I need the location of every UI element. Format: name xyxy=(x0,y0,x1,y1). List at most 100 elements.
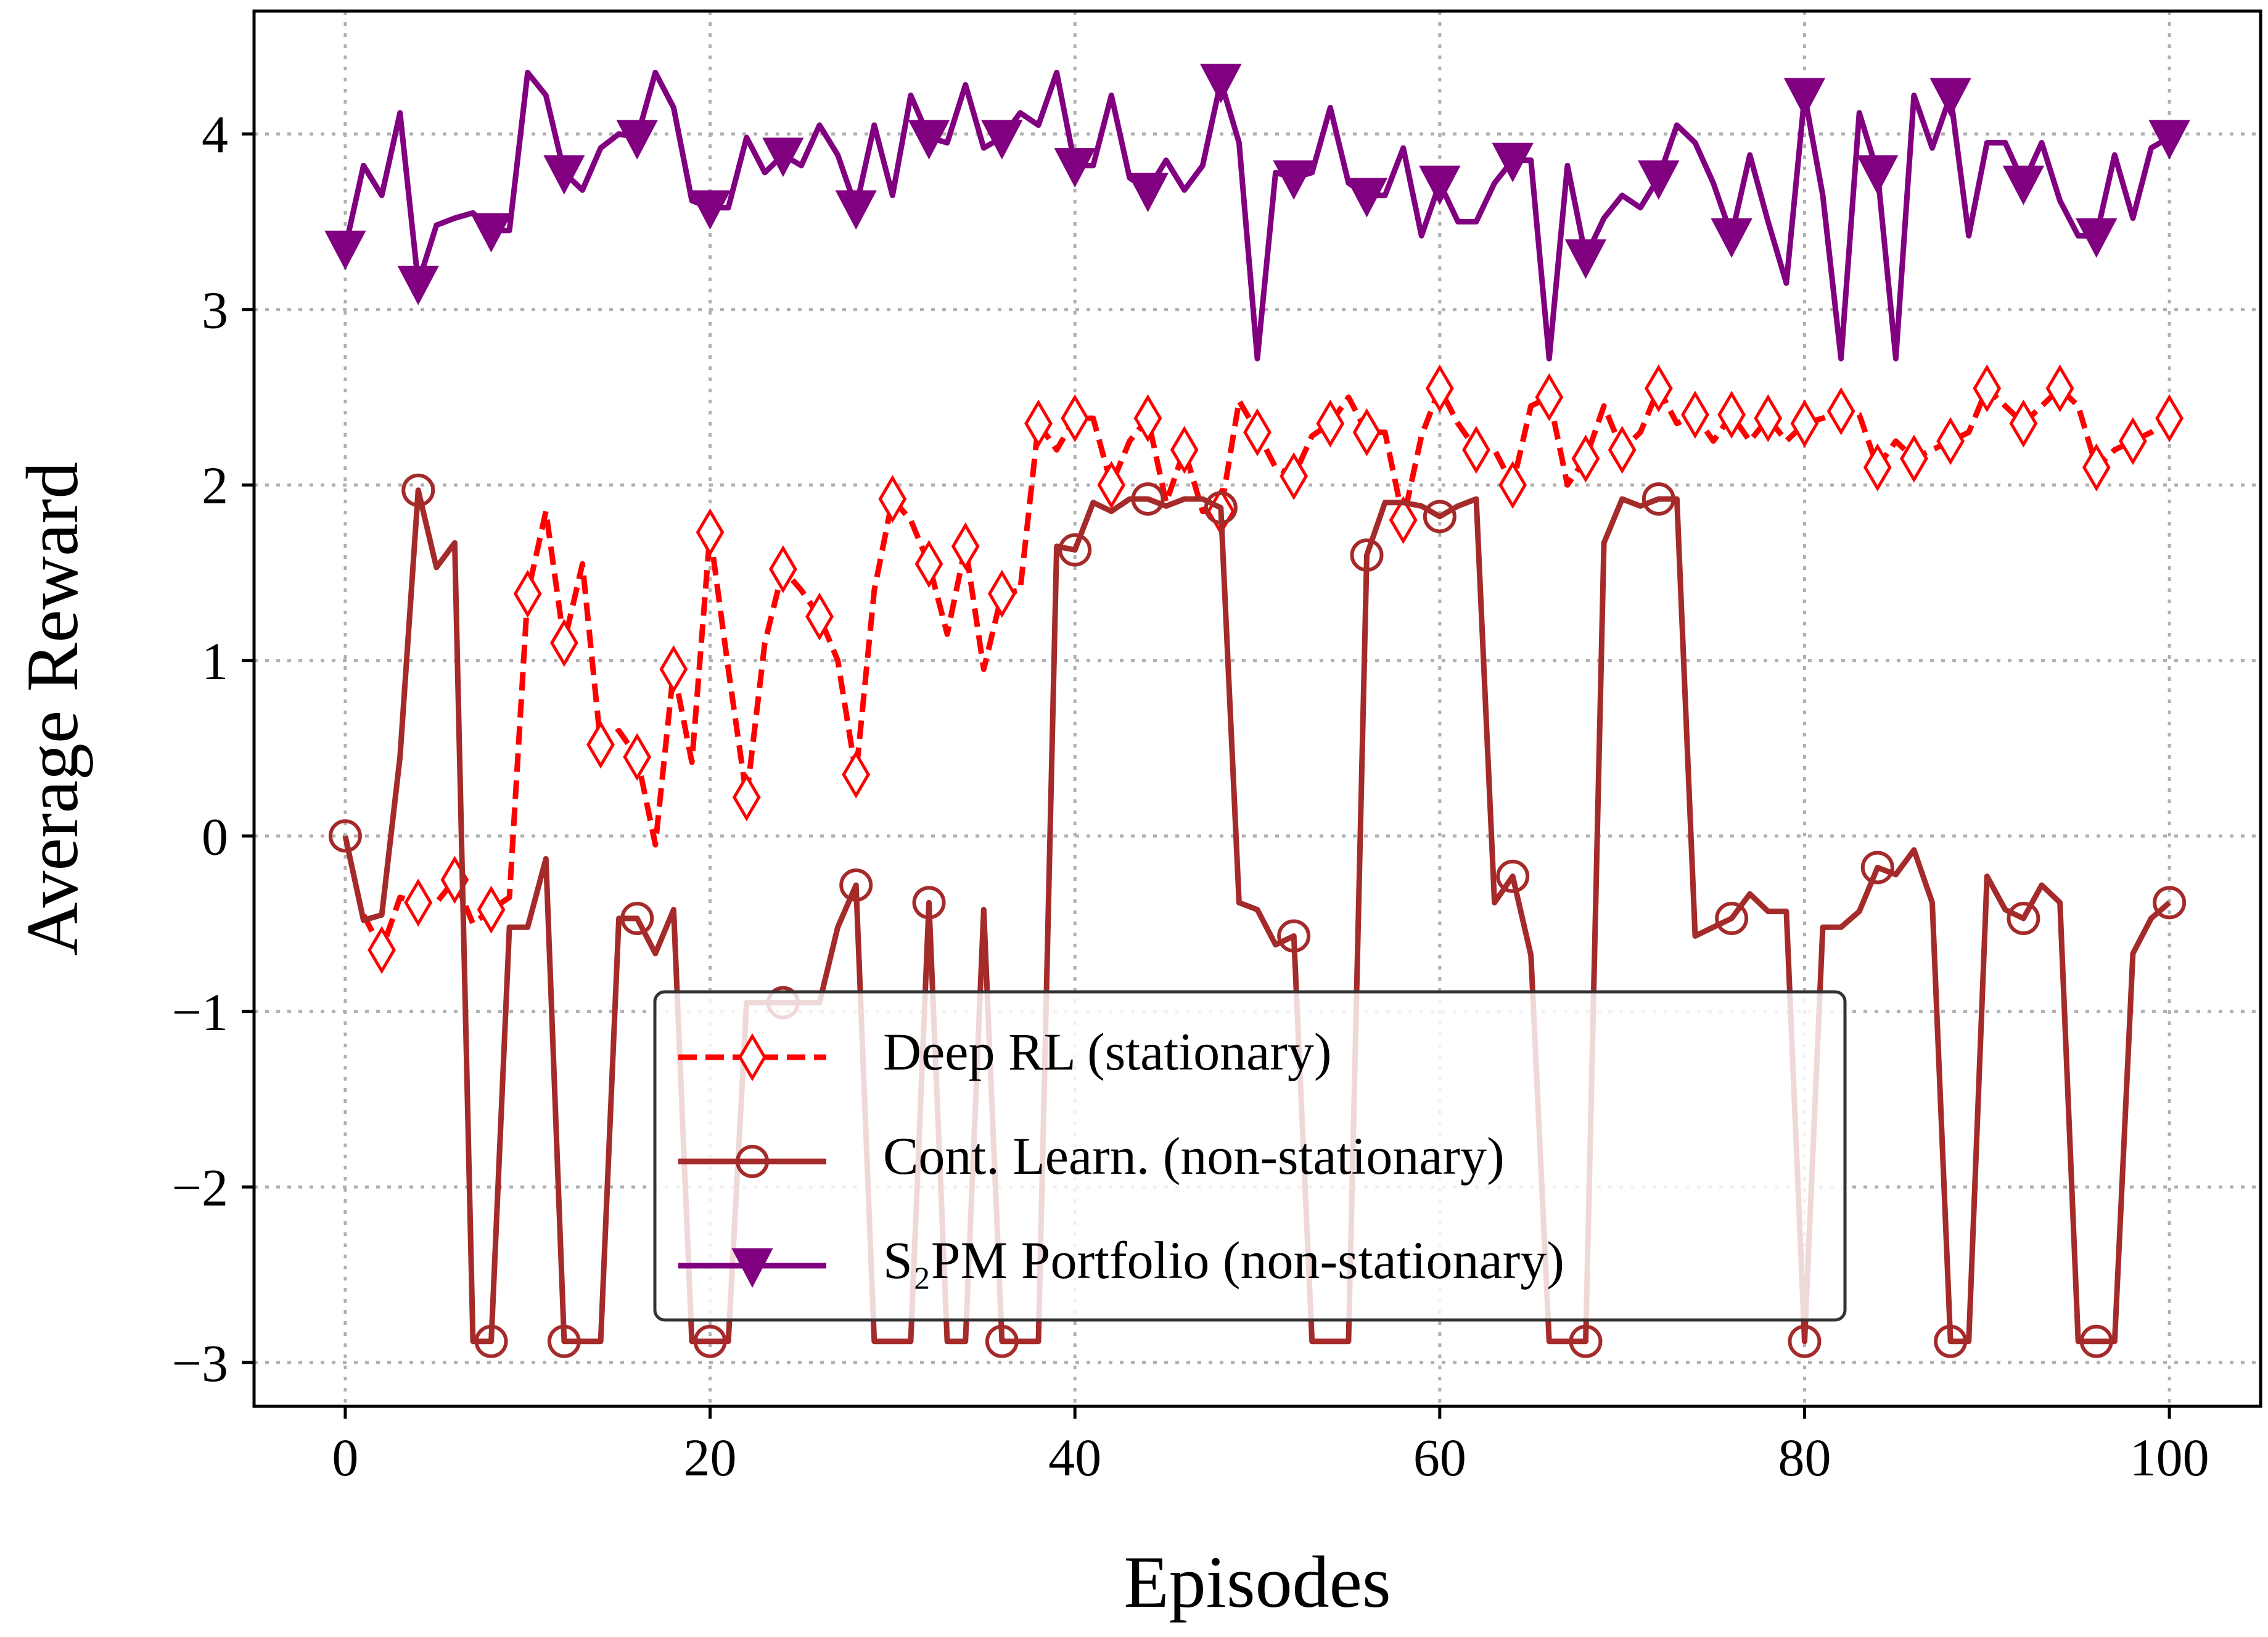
data-point-marker xyxy=(1754,394,1783,443)
data-point-marker xyxy=(2119,417,2147,466)
data-point-marker xyxy=(1641,482,1675,516)
data-point-marker xyxy=(1204,491,1238,525)
data-point-marker xyxy=(616,120,658,160)
data-point-marker xyxy=(368,926,396,975)
data-point-marker xyxy=(1350,538,1384,572)
series-line xyxy=(342,70,2171,361)
y-tick-label: 2 xyxy=(202,456,228,515)
data-point-marker xyxy=(1280,452,1309,500)
data-point-marker xyxy=(397,265,439,305)
data-point-marker xyxy=(1097,461,1126,509)
legend-label-s2pm: S₂PM Portfolio (non-stationary) xyxy=(883,1231,1564,1290)
data-point-marker xyxy=(1316,399,1345,448)
data-point-marker xyxy=(586,720,615,769)
data-point-marker xyxy=(1462,426,1490,474)
data-point-marker xyxy=(2155,394,2184,443)
data-point-marker xyxy=(1564,239,1607,279)
data-point-marker xyxy=(732,773,761,822)
data-point-marker xyxy=(1243,408,1272,456)
data-point-marker xyxy=(1571,434,1600,483)
data-point-marker xyxy=(474,1324,508,1358)
data-point-marker xyxy=(543,155,585,195)
y-tick-label: −1 xyxy=(171,983,228,1042)
x-tick-label: 0 xyxy=(332,1428,358,1487)
legend-swatch-marker xyxy=(736,1145,769,1178)
data-point-marker xyxy=(1783,78,1826,118)
data-point-marker xyxy=(1389,496,1418,545)
data-point-marker xyxy=(547,1324,581,1358)
data-point-marker xyxy=(908,120,950,160)
data-point-marker xyxy=(1569,1324,1603,1358)
x-tick-label: 100 xyxy=(2130,1428,2209,1487)
data-point-marker xyxy=(2082,443,2111,492)
legend-swatch-marker xyxy=(738,1033,766,1081)
data-point-marker xyxy=(1936,417,1965,466)
data-point-marker xyxy=(951,522,980,571)
legend-swatch-marker xyxy=(731,1248,773,1288)
data-point-marker xyxy=(513,569,542,618)
data-point-marker xyxy=(696,508,725,556)
x-axis: 0 20 40 60 80 100 xyxy=(332,1406,2209,1487)
y-tick-label: 4 xyxy=(202,105,228,164)
data-point-marker xyxy=(1170,426,1199,474)
data-point-marker xyxy=(1058,533,1092,567)
data-point-marker xyxy=(401,473,435,507)
data-point-marker xyxy=(2009,399,2038,448)
series-line xyxy=(361,386,2171,953)
data-point-marker xyxy=(1133,394,1162,443)
data-point-marker xyxy=(477,885,506,934)
data-point-marker xyxy=(328,819,362,853)
legend-label-deep-rl: Deep RL (stationary) xyxy=(883,1022,1332,1081)
data-point-marker xyxy=(1608,426,1637,474)
data-point-marker xyxy=(1863,443,1892,492)
y-tick-label: −2 xyxy=(171,1158,228,1217)
series-line xyxy=(342,487,2172,1345)
y-tick-label: 3 xyxy=(202,281,228,340)
data-point-marker xyxy=(693,1324,727,1358)
grid xyxy=(254,11,2261,1406)
data-point-marker xyxy=(1277,919,1311,953)
data-point-marker xyxy=(1492,142,1534,183)
data-point-marker xyxy=(878,475,907,523)
data-point-marker xyxy=(1711,218,1752,258)
y-tick-label: 0 xyxy=(202,807,228,866)
y-tick-label: 1 xyxy=(202,632,228,691)
plot-area-frame xyxy=(252,9,2262,1408)
data-point-marker xyxy=(768,545,797,593)
x-tick-label: 20 xyxy=(684,1428,737,1487)
data-point-marker xyxy=(623,733,652,781)
data-point-marker xyxy=(1273,160,1315,200)
data-point-marker xyxy=(1681,390,1709,439)
data-point-marker xyxy=(1024,399,1053,448)
series-2 xyxy=(324,64,2190,361)
data-point-marker xyxy=(1860,851,1894,884)
data-point-marker xyxy=(470,213,512,253)
data-point-marker xyxy=(1423,500,1457,534)
data-point-marker xyxy=(912,886,946,920)
data-point-marker xyxy=(689,190,731,230)
data-point-marker xyxy=(987,569,1016,618)
series-group xyxy=(324,64,2190,1358)
data-point-marker xyxy=(762,138,804,178)
data-point-marker xyxy=(1346,178,1388,218)
data-point-marker xyxy=(1352,408,1381,456)
x-tick-label: 40 xyxy=(1048,1428,1101,1487)
data-point-marker xyxy=(2076,218,2118,258)
data-point-marker xyxy=(1715,902,1749,936)
y-tick-label: −3 xyxy=(171,1334,228,1393)
data-point-marker xyxy=(985,1324,1019,1358)
data-point-marker xyxy=(835,190,877,230)
data-point-marker xyxy=(620,902,654,936)
data-point-marker xyxy=(1498,461,1527,509)
data-point-marker xyxy=(1644,364,1673,413)
legend-items xyxy=(678,1033,826,1288)
data-point-marker xyxy=(805,592,834,641)
data-point-marker xyxy=(2153,886,2187,920)
data-point-marker xyxy=(1496,859,1530,893)
data-point-marker xyxy=(1200,64,1242,104)
data-point-marker xyxy=(1054,148,1096,188)
data-point-marker xyxy=(549,619,578,667)
y-axis: −3 −2 −1 0 1 2 3 4 xyxy=(171,105,254,1393)
data-point-marker xyxy=(324,230,366,270)
